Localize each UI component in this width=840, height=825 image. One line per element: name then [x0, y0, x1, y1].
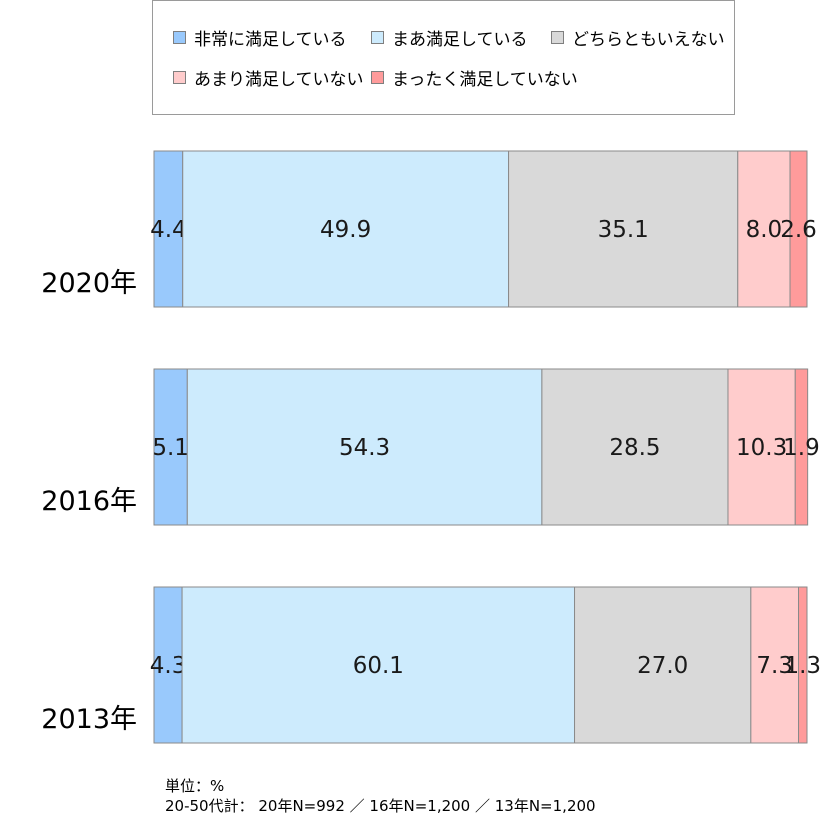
bar-segment [794, 368, 809, 526]
legend-swatch [371, 31, 384, 44]
legend-item: あまり満足していない [173, 65, 364, 90]
data-label: 5.1 [152, 435, 189, 461]
data-label: 7.3 [756, 653, 793, 679]
legend-label: まあ満足している [392, 30, 528, 50]
stacked-bar-chart: 2020年 4.4 49.9 35.1 8.02.6 2016年 5.1 54.3 28.5 10… [41, 150, 821, 744]
bar-segment [750, 586, 800, 744]
category-label: 2013年 [41, 704, 137, 735]
data-label: 49.9 [320, 217, 371, 243]
legend-swatch [371, 71, 384, 84]
bar-segment [727, 368, 796, 526]
unit-note: 単位：% [165, 777, 225, 795]
bar-segment [789, 150, 808, 308]
data-label: 35.1 [598, 217, 649, 243]
legend-label: 非常に満足している [194, 30, 347, 50]
bar-segment [508, 150, 739, 308]
data-label: 10.3 [736, 435, 787, 461]
sample-size-note: 20-50代計： 20年N=992 ／ 16年N=1,200 ／ 13年N=1,… [165, 797, 596, 815]
bar-segment [153, 150, 184, 308]
bar-segment [153, 586, 183, 744]
legend-swatch [173, 71, 186, 84]
data-label: 1.9 [783, 435, 820, 461]
bar-segment [181, 586, 576, 744]
category-label: 2016年 [41, 486, 137, 517]
bar-segment [186, 368, 543, 526]
data-label: 2.6 [780, 217, 817, 243]
data-label: 4.4 [150, 217, 187, 243]
data-label: 4.3 [150, 653, 187, 679]
legend-swatch [551, 31, 564, 44]
data-label: 60.1 [353, 653, 404, 679]
legend-label: まったく満足していない [392, 70, 578, 90]
bar-segment [737, 150, 791, 308]
data-label: 28.5 [609, 435, 660, 461]
data-label: 1.3 [784, 653, 821, 679]
legend-item: 非常に満足している [173, 25, 347, 50]
bar-segment [798, 586, 808, 744]
legend-item: どちらともいえない [551, 25, 725, 50]
data-label: 8.0 [746, 217, 783, 243]
legend-item: まったく満足していない [371, 65, 578, 90]
bar-segment [574, 586, 752, 744]
legend-swatch [173, 31, 186, 44]
data-label: 54.3 [339, 435, 390, 461]
legend-label: あまり満足していない [194, 70, 364, 90]
legend-item: まあ満足している [371, 25, 528, 50]
bar-segment [153, 368, 188, 526]
chart-legend: 非常に満足している まあ満足している どちらともいえないあまり満足していない まったく… [152, 0, 735, 115]
legend-label: どちらともいえない [572, 30, 725, 50]
category-label: 2020年 [41, 268, 137, 299]
bar-segment [182, 150, 510, 308]
data-label: 27.0 [637, 653, 688, 679]
